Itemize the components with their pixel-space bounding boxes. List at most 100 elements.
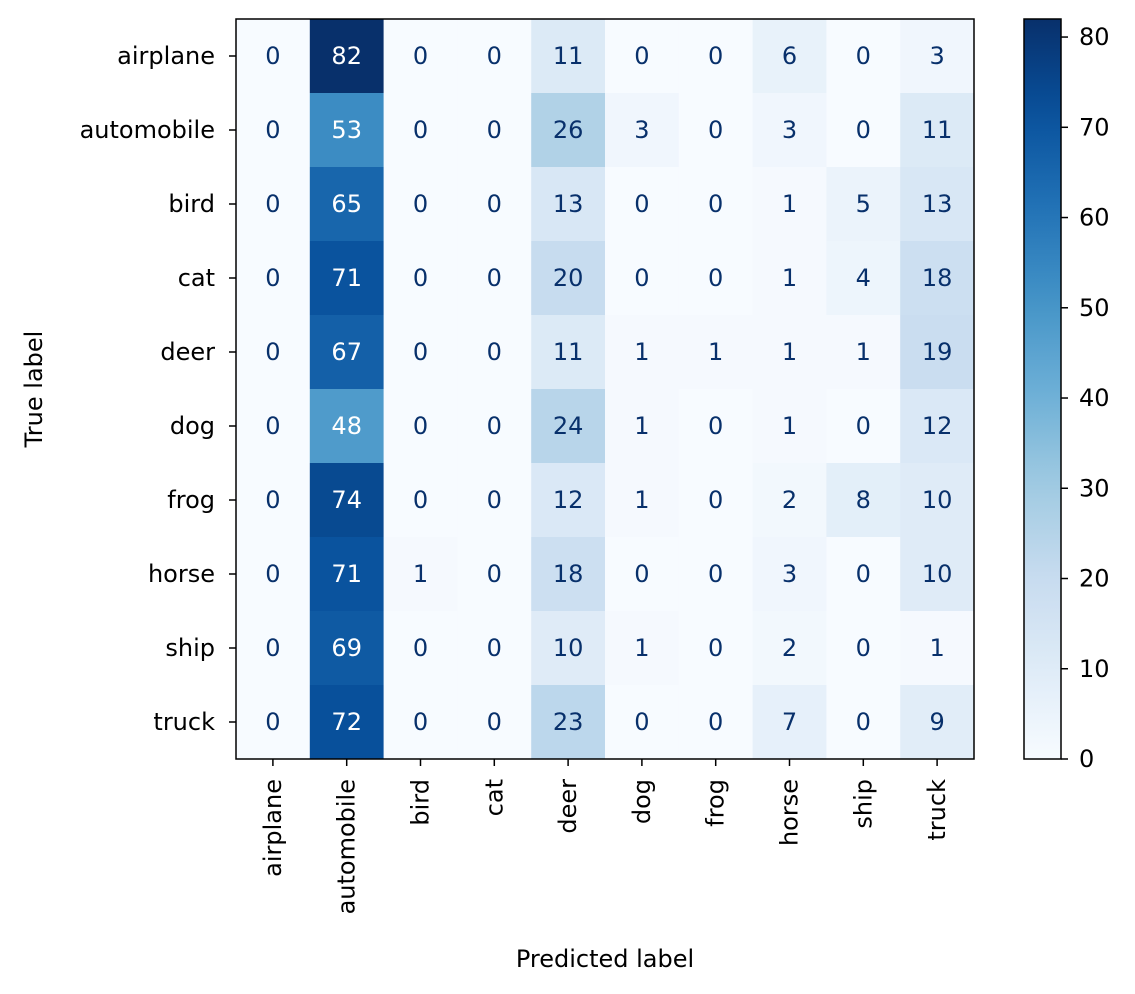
x-tick-label: dog	[628, 779, 656, 824]
cell-value-label: 0	[413, 708, 428, 736]
colorbar-tick-label: 20	[1079, 565, 1110, 593]
cell-value-label: 1	[856, 338, 871, 366]
cell-value-label: 71	[331, 264, 362, 292]
colorbar-tick-label: 50	[1079, 294, 1110, 322]
cell-value-labels: 0 82 0 0 11 0 0 6 0 30 53 0 0 26 3 0 3 0 110 65 0 0 13 0 0 1 5 130 7…	[265, 42, 952, 736]
heatmap-cell	[752, 537, 827, 612]
heatmap-cell	[236, 315, 311, 390]
heatmap-cell	[900, 167, 975, 242]
cell-value-label: 0	[708, 190, 723, 218]
heatmap-cell	[236, 93, 311, 168]
heatmap-cell	[752, 19, 827, 94]
cell-value-label: 0	[265, 42, 280, 70]
cell-value-label: 0	[634, 264, 649, 292]
cell-value-label: 11	[922, 116, 953, 144]
heatmap-cell	[383, 19, 458, 94]
heatmap-cell	[826, 389, 901, 464]
plot-frame	[235, 18, 975, 760]
heatmap-cell	[678, 463, 754, 538]
y-tick-label: airplane	[117, 42, 215, 70]
heatmap-cell	[826, 611, 901, 686]
heatmap-cell	[900, 389, 975, 464]
heatmap-cell	[531, 389, 606, 464]
heatmap-cell	[605, 685, 680, 760]
heatmap-cell	[457, 167, 532, 242]
cell-value-label: 0	[265, 560, 280, 588]
colorbar: 0 10 20 30 40 50 60 70 80	[1023, 18, 1110, 773]
y-tick-label: bird	[168, 190, 215, 218]
heatmap-cell	[605, 19, 680, 94]
cell-value-label: 9	[929, 708, 944, 736]
heatmap-cell	[605, 167, 680, 242]
heatmap-cell	[309, 685, 385, 760]
cell-value-label: 2	[782, 486, 797, 514]
x-tick-label: bird	[407, 779, 435, 826]
heatmap-cell	[383, 685, 458, 760]
y-axis-title: True label	[20, 331, 48, 449]
colorbar-tick-label: 80	[1079, 23, 1110, 51]
heatmap-cell	[236, 611, 311, 686]
cell-value-label: 11	[553, 338, 584, 366]
cell-value-label: 0	[856, 560, 871, 588]
cell-value-label: 0	[413, 190, 428, 218]
cell-value-label: 12	[553, 486, 584, 514]
cell-value-label: 1	[634, 412, 649, 440]
cell-value-label: 1	[708, 338, 723, 366]
heatmap-cell	[752, 315, 827, 390]
heatmap-cell	[900, 241, 975, 316]
colorbar-tick-label: 0	[1079, 745, 1094, 773]
heatmap-cell	[531, 93, 606, 168]
cell-value-label: 7	[782, 708, 797, 736]
cell-value-label: 0	[708, 634, 723, 662]
heatmap-cell	[236, 537, 311, 612]
cell-value-label: 0	[856, 412, 871, 440]
heatmap-cell	[826, 315, 901, 390]
heatmap-cell	[457, 19, 532, 94]
heatmap-cell	[309, 167, 385, 242]
x-axis-ticks: airplane automobile bird cat deer dog frog hors…	[259, 759, 951, 914]
cell-value-label: 1	[634, 486, 649, 514]
cell-value-label: 6	[782, 42, 797, 70]
x-tick-label: airplane	[259, 779, 287, 877]
cell-value-label: 3	[634, 116, 649, 144]
heatmap-cell	[531, 463, 606, 538]
cell-value-label: 8	[856, 486, 871, 514]
cell-value-label: 11	[553, 42, 584, 70]
heatmap-cell	[236, 241, 311, 316]
heatmap-cell	[826, 241, 901, 316]
cell-value-label: 23	[553, 708, 584, 736]
cell-value-label: 2	[782, 634, 797, 662]
x-tick-label: deer	[554, 779, 582, 834]
cell-value-label: 0	[487, 116, 502, 144]
colorbar-tick-label: 60	[1079, 204, 1110, 232]
heatmap-cell	[531, 537, 606, 612]
heatmap-cell	[605, 463, 680, 538]
y-tick-label: truck	[153, 708, 215, 736]
heatmap-cell	[826, 19, 901, 94]
y-tick-label: deer	[160, 338, 215, 366]
heatmap-cell	[826, 685, 901, 760]
heatmap-cell	[900, 611, 975, 686]
cell-value-label: 1	[929, 634, 944, 662]
cell-value-label: 0	[413, 634, 428, 662]
y-tick-label: cat	[178, 264, 215, 292]
cell-value-label: 72	[331, 708, 362, 736]
cell-value-label: 10	[553, 634, 584, 662]
heatmap-cell	[531, 167, 606, 242]
x-tick-label: cat	[480, 779, 508, 816]
cell-value-label: 0	[265, 708, 280, 736]
heatmap-cell	[236, 463, 311, 538]
heatmap-cell	[826, 537, 901, 612]
cell-value-label: 53	[331, 116, 362, 144]
heatmap-cell	[383, 315, 458, 390]
heatmap-cell	[605, 611, 680, 686]
y-tick-label: horse	[148, 560, 215, 588]
cell-value-label: 0	[487, 42, 502, 70]
x-tick-label: automobile	[333, 779, 361, 914]
heatmap-cell	[309, 611, 385, 686]
cell-value-label: 0	[413, 116, 428, 144]
heatmap-cell	[236, 19, 311, 94]
cell-value-label: 0	[487, 560, 502, 588]
cell-value-label: 0	[634, 42, 649, 70]
